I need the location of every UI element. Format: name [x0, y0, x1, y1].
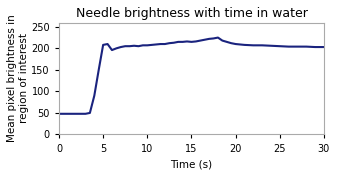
Y-axis label: Mean pixel brightness in
region of interest: Mean pixel brightness in region of inter… — [7, 15, 29, 142]
X-axis label: Time (s): Time (s) — [171, 159, 213, 169]
Title: Needle brightness with time in water: Needle brightness with time in water — [75, 7, 307, 20]
